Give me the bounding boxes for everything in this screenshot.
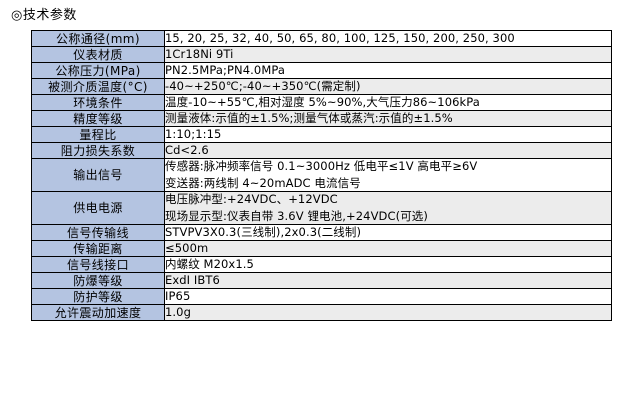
parameter-value-cell: 1:10;1:15: [164, 126, 612, 143]
parameter-value-line: 电压脉冲型:+24VDC、+12VDC: [165, 192, 338, 206]
parameter-label-cell: 防爆等级: [31, 272, 165, 289]
parameter-value-cell: -40~+250℃;-40~+350℃(需定制): [164, 78, 612, 95]
table-row: 供电电源 电压脉冲型:+24VDC、+12VDC 现场显示型:仪表自带 3.6V 锂…: [31, 191, 612, 225]
parameter-value-line: IP65: [165, 289, 191, 303]
parameter-value-line: 15, 20, 25, 32, 40, 50, 65, 80, 100, 125…: [165, 31, 515, 45]
table-row: 阻力损失系数 Cd<2.6: [31, 142, 612, 159]
parameter-value-line: 传感器:脉冲频率信号 0.1~3000Hz 低电平≤1V 高电平≥6V: [165, 159, 478, 173]
parameter-value-cell: IP65: [164, 288, 612, 305]
parameter-value-line: -40~+250℃;-40~+350℃(需定制): [165, 79, 361, 93]
parameter-value-line: 1:10;1:15: [165, 127, 222, 141]
parameter-label-cell: 公称通径(mm): [31, 30, 165, 47]
parameter-label-cell: 允许震动加速度: [31, 304, 165, 321]
table-row: 信号线接口 内螺纹 M20x1.5: [31, 256, 612, 273]
parameter-value-line: 内螺纹 M20x1.5: [165, 257, 254, 271]
parameter-value-cell: ≤500m: [164, 240, 612, 257]
parameter-label-cell: 公称压力(MPa): [31, 62, 165, 79]
parameter-value-cell: ExdI IBT6: [164, 272, 612, 289]
parameter-value-cell: Cd<2.6: [164, 142, 612, 159]
table-row: 输出信号 传感器:脉冲频率信号 0.1~3000Hz 低电平≤1V 高电平≥6V 变…: [31, 158, 612, 192]
parameter-label-cell: 信号线接口: [31, 256, 165, 273]
table-row: 传输距离 ≤500m: [31, 240, 612, 257]
table-row: 仪表材质 1Cr18Ni 9Ti: [31, 46, 612, 63]
parameter-value-line: 测量液体:示值的±1.5%;测量气体或蒸汽:示值的±1.5%: [165, 111, 453, 125]
parameter-label-cell: 信号传输线: [31, 224, 165, 241]
table-row: 允许震动加速度 1.0g: [31, 304, 612, 321]
parameter-label-cell: 阻力损失系数: [31, 142, 165, 159]
parameter-value-cell: STVPV3X0.3(三线制),2x0.3(二线制): [164, 224, 612, 241]
parameter-value-line: 1.0g: [165, 305, 191, 319]
parameter-value-line: ExdI IBT6: [165, 273, 220, 287]
parameter-label-cell: 输出信号: [31, 158, 165, 192]
parameter-value-cell: 1Cr18Ni 9Ti: [164, 46, 612, 63]
table-row: 防护等级 IP65: [31, 288, 612, 305]
table-row: 公称压力(MPa) PN2.5MPa;PN4.0MPa: [31, 62, 612, 79]
table-row: 被测介质温度(°C) -40~+250℃;-40~+350℃(需定制): [31, 78, 612, 95]
parameter-value-line: STVPV3X0.3(三线制),2x0.3(二线制): [165, 225, 362, 239]
table-row: 精度等级 测量液体:示值的±1.5%;测量气体或蒸汽:示值的±1.5%: [31, 110, 612, 127]
parameter-value-line: ≤500m: [165, 241, 209, 255]
parameter-label-cell: 量程比: [31, 126, 165, 143]
parameter-value-cell: 内螺纹 M20x1.5: [164, 256, 612, 273]
parameter-value-cell: 1.0g: [164, 304, 612, 321]
parameter-label-cell: 环境条件: [31, 94, 165, 111]
parameter-label-cell: 仪表材质: [31, 46, 165, 63]
table-row: 公称通径(mm) 15, 20, 25, 32, 40, 50, 65, 80, …: [31, 30, 612, 47]
parameter-value-cell: 温度-10~+55℃,相对湿度 5%~90%,大气压力86~106kPa: [164, 94, 612, 111]
table-body: 公称通径(mm) 15, 20, 25, 32, 40, 50, 65, 80, …: [31, 30, 612, 321]
parameter-label-cell: 防护等级: [31, 288, 165, 305]
parameter-label-cell: 精度等级: [31, 110, 165, 127]
table-row: 量程比 1:10;1:15: [31, 126, 612, 143]
parameter-value-line: Cd<2.6: [165, 143, 209, 157]
parameter-value-cell: 电压脉冲型:+24VDC、+12VDC 现场显示型:仪表自带 3.6V 锂电池,+…: [164, 191, 612, 225]
parameter-value-cell: 测量液体:示值的±1.5%;测量气体或蒸汽:示值的±1.5%: [164, 110, 612, 127]
parameter-label-cell: 被测介质温度(°C): [31, 78, 165, 95]
parameter-label-cell: 供电电源: [31, 191, 165, 225]
parameter-value-line: PN2.5MPa;PN4.0MPa: [165, 63, 286, 77]
table-row: 环境条件 温度-10~+55℃,相对湿度 5%~90%,大气压力86~106kPa: [31, 94, 612, 111]
table-row: 防爆等级 ExdI IBT6: [31, 272, 612, 289]
parameter-value-cell: 传感器:脉冲频率信号 0.1~3000Hz 低电平≤1V 高电平≥6V 变送器:两…: [164, 158, 612, 192]
parameter-label-cell: 传输距离: [31, 240, 165, 257]
table-row: 信号传输线 STVPV3X0.3(三线制),2x0.3(二线制): [31, 224, 612, 241]
parameter-value-line: 变送器:两线制 4~20mADC 电流信号: [165, 176, 361, 190]
parameter-value-cell: PN2.5MPa;PN4.0MPa: [164, 62, 612, 79]
parameter-value-cell: 15, 20, 25, 32, 40, 50, 65, 80, 100, 125…: [164, 30, 612, 47]
parameter-value-line: 温度-10~+55℃,相对湿度 5%~90%,大气压力86~106kPa: [165, 95, 480, 109]
page-title: ◎技术参数: [11, 8, 77, 23]
parameter-value-line: 1Cr18Ni 9Ti: [165, 47, 234, 61]
parameter-value-line: 现场显示型:仪表自带 3.6V 锂电池,+24VDC(可选): [165, 209, 428, 223]
technical-parameters-table: 公称通径(mm) 15, 20, 25, 32, 40, 50, 65, 80, …: [31, 30, 612, 321]
